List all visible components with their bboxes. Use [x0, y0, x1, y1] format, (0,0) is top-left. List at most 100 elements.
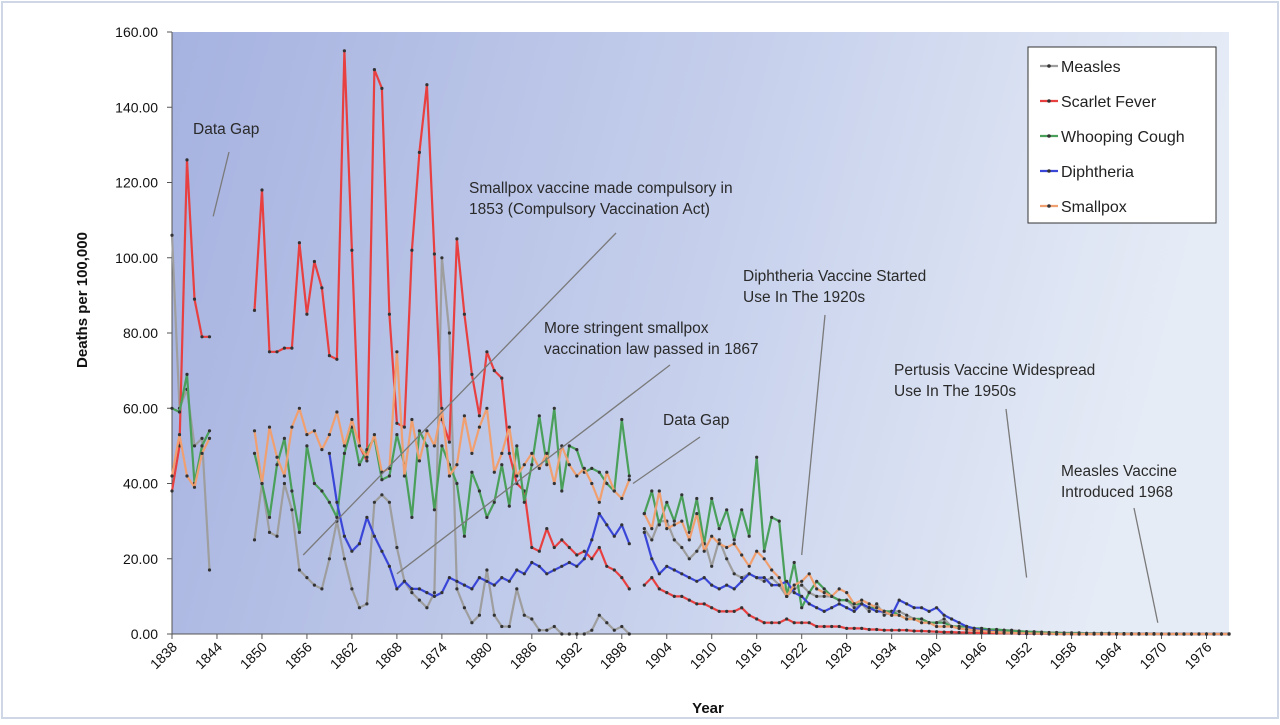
- data-point: [597, 470, 601, 474]
- data-point: [342, 534, 346, 538]
- data-point: [185, 474, 189, 478]
- series-line: [170, 433, 211, 489]
- data-point: [642, 511, 646, 516]
- data-point: [815, 624, 819, 629]
- legend-label: Scarlet Fever: [1061, 94, 1157, 111]
- data-point: [950, 630, 954, 634]
- data-point: [252, 451, 257, 455]
- data-point: [500, 376, 504, 380]
- data-point: [537, 628, 541, 632]
- data-point: [417, 150, 421, 154]
- data-point: [732, 609, 736, 614]
- data-point: [770, 515, 774, 520]
- data-point: [567, 463, 571, 467]
- data-point: [252, 308, 257, 312]
- data-point: [815, 587, 819, 591]
- data-point: [530, 545, 534, 550]
- data-point: [965, 630, 969, 635]
- data-point: [755, 617, 759, 621]
- data-point: [785, 579, 789, 583]
- data-point: [402, 425, 406, 429]
- data-point: [470, 587, 474, 591]
- annotation-text: Smallpox vaccine made compulsory in: [469, 180, 733, 197]
- data-point: [575, 474, 579, 478]
- data-point: [620, 523, 624, 527]
- data-point: [1070, 632, 1074, 636]
- data-point: [372, 68, 376, 72]
- legend-item-scarlet-fever: Scarlet Fever: [1040, 94, 1157, 111]
- data-point: [627, 542, 631, 546]
- data-point: [395, 545, 399, 550]
- data-point: [650, 576, 654, 580]
- data-point: [530, 463, 534, 467]
- data-point: [717, 609, 721, 614]
- legend-marker: [1047, 204, 1051, 208]
- annotation-text: Introduced 1968: [1061, 484, 1173, 501]
- data-point: [177, 433, 182, 437]
- data-point: [657, 489, 661, 493]
- data-point: [642, 583, 646, 587]
- data-point: [1047, 632, 1051, 636]
- data-point: [1159, 632, 1164, 636]
- data-point: [1122, 632, 1126, 636]
- data-point: [560, 632, 564, 636]
- data-point: [612, 628, 616, 632]
- data-point: [207, 568, 212, 572]
- data-point: [680, 572, 684, 576]
- data-point: [402, 579, 406, 583]
- data-point: [1144, 632, 1149, 636]
- data-point: [845, 598, 849, 602]
- data-point: [417, 598, 421, 602]
- y-tick-label: 60.00: [123, 400, 158, 416]
- data-point: [957, 630, 961, 635]
- data-point: [485, 579, 489, 583]
- data-point: [507, 451, 511, 455]
- data-point: [522, 613, 526, 617]
- data-point: [800, 579, 804, 583]
- y-tick-label: 160.00: [115, 24, 158, 40]
- data-point: [552, 481, 556, 486]
- data-point: [522, 572, 526, 576]
- data-point: [695, 579, 699, 583]
- legend-box: [1027, 46, 1217, 224]
- data-point: [935, 630, 939, 634]
- data-point: [365, 448, 369, 452]
- data-point: [447, 331, 451, 335]
- data-point: [860, 602, 864, 606]
- data-point: [342, 451, 346, 455]
- data-point: [305, 444, 309, 448]
- data-point: [432, 444, 436, 448]
- data-point: [1197, 632, 1201, 636]
- data-point: [912, 617, 916, 621]
- data-point: [560, 564, 564, 568]
- data-point: [687, 557, 691, 561]
- data-point: [545, 628, 549, 632]
- data-point: [282, 481, 286, 486]
- data-point: [777, 583, 781, 587]
- data-point: [852, 606, 856, 610]
- data-point: [492, 500, 496, 504]
- data-point: [650, 527, 654, 531]
- data-point: [1107, 632, 1111, 636]
- data-point: [710, 496, 714, 501]
- data-point: [372, 433, 376, 437]
- data-point: [762, 576, 766, 580]
- data-point: [837, 602, 841, 606]
- data-point: [702, 602, 706, 606]
- data-point: [425, 429, 429, 433]
- data-point: [897, 613, 901, 617]
- data-point: [1002, 630, 1006, 635]
- data-point: [1040, 632, 1044, 636]
- data-point: [1182, 632, 1186, 636]
- data-point: [515, 587, 519, 591]
- data-point: [1085, 632, 1089, 636]
- data-point: [507, 579, 511, 583]
- data-point: [185, 372, 189, 376]
- data-point: [372, 534, 376, 538]
- data-point: [845, 591, 849, 595]
- legend-marker: [1047, 169, 1051, 173]
- data-point: [1010, 631, 1014, 635]
- x-axis-title: Year: [692, 700, 724, 717]
- annotation-leader-line: [302, 232, 617, 556]
